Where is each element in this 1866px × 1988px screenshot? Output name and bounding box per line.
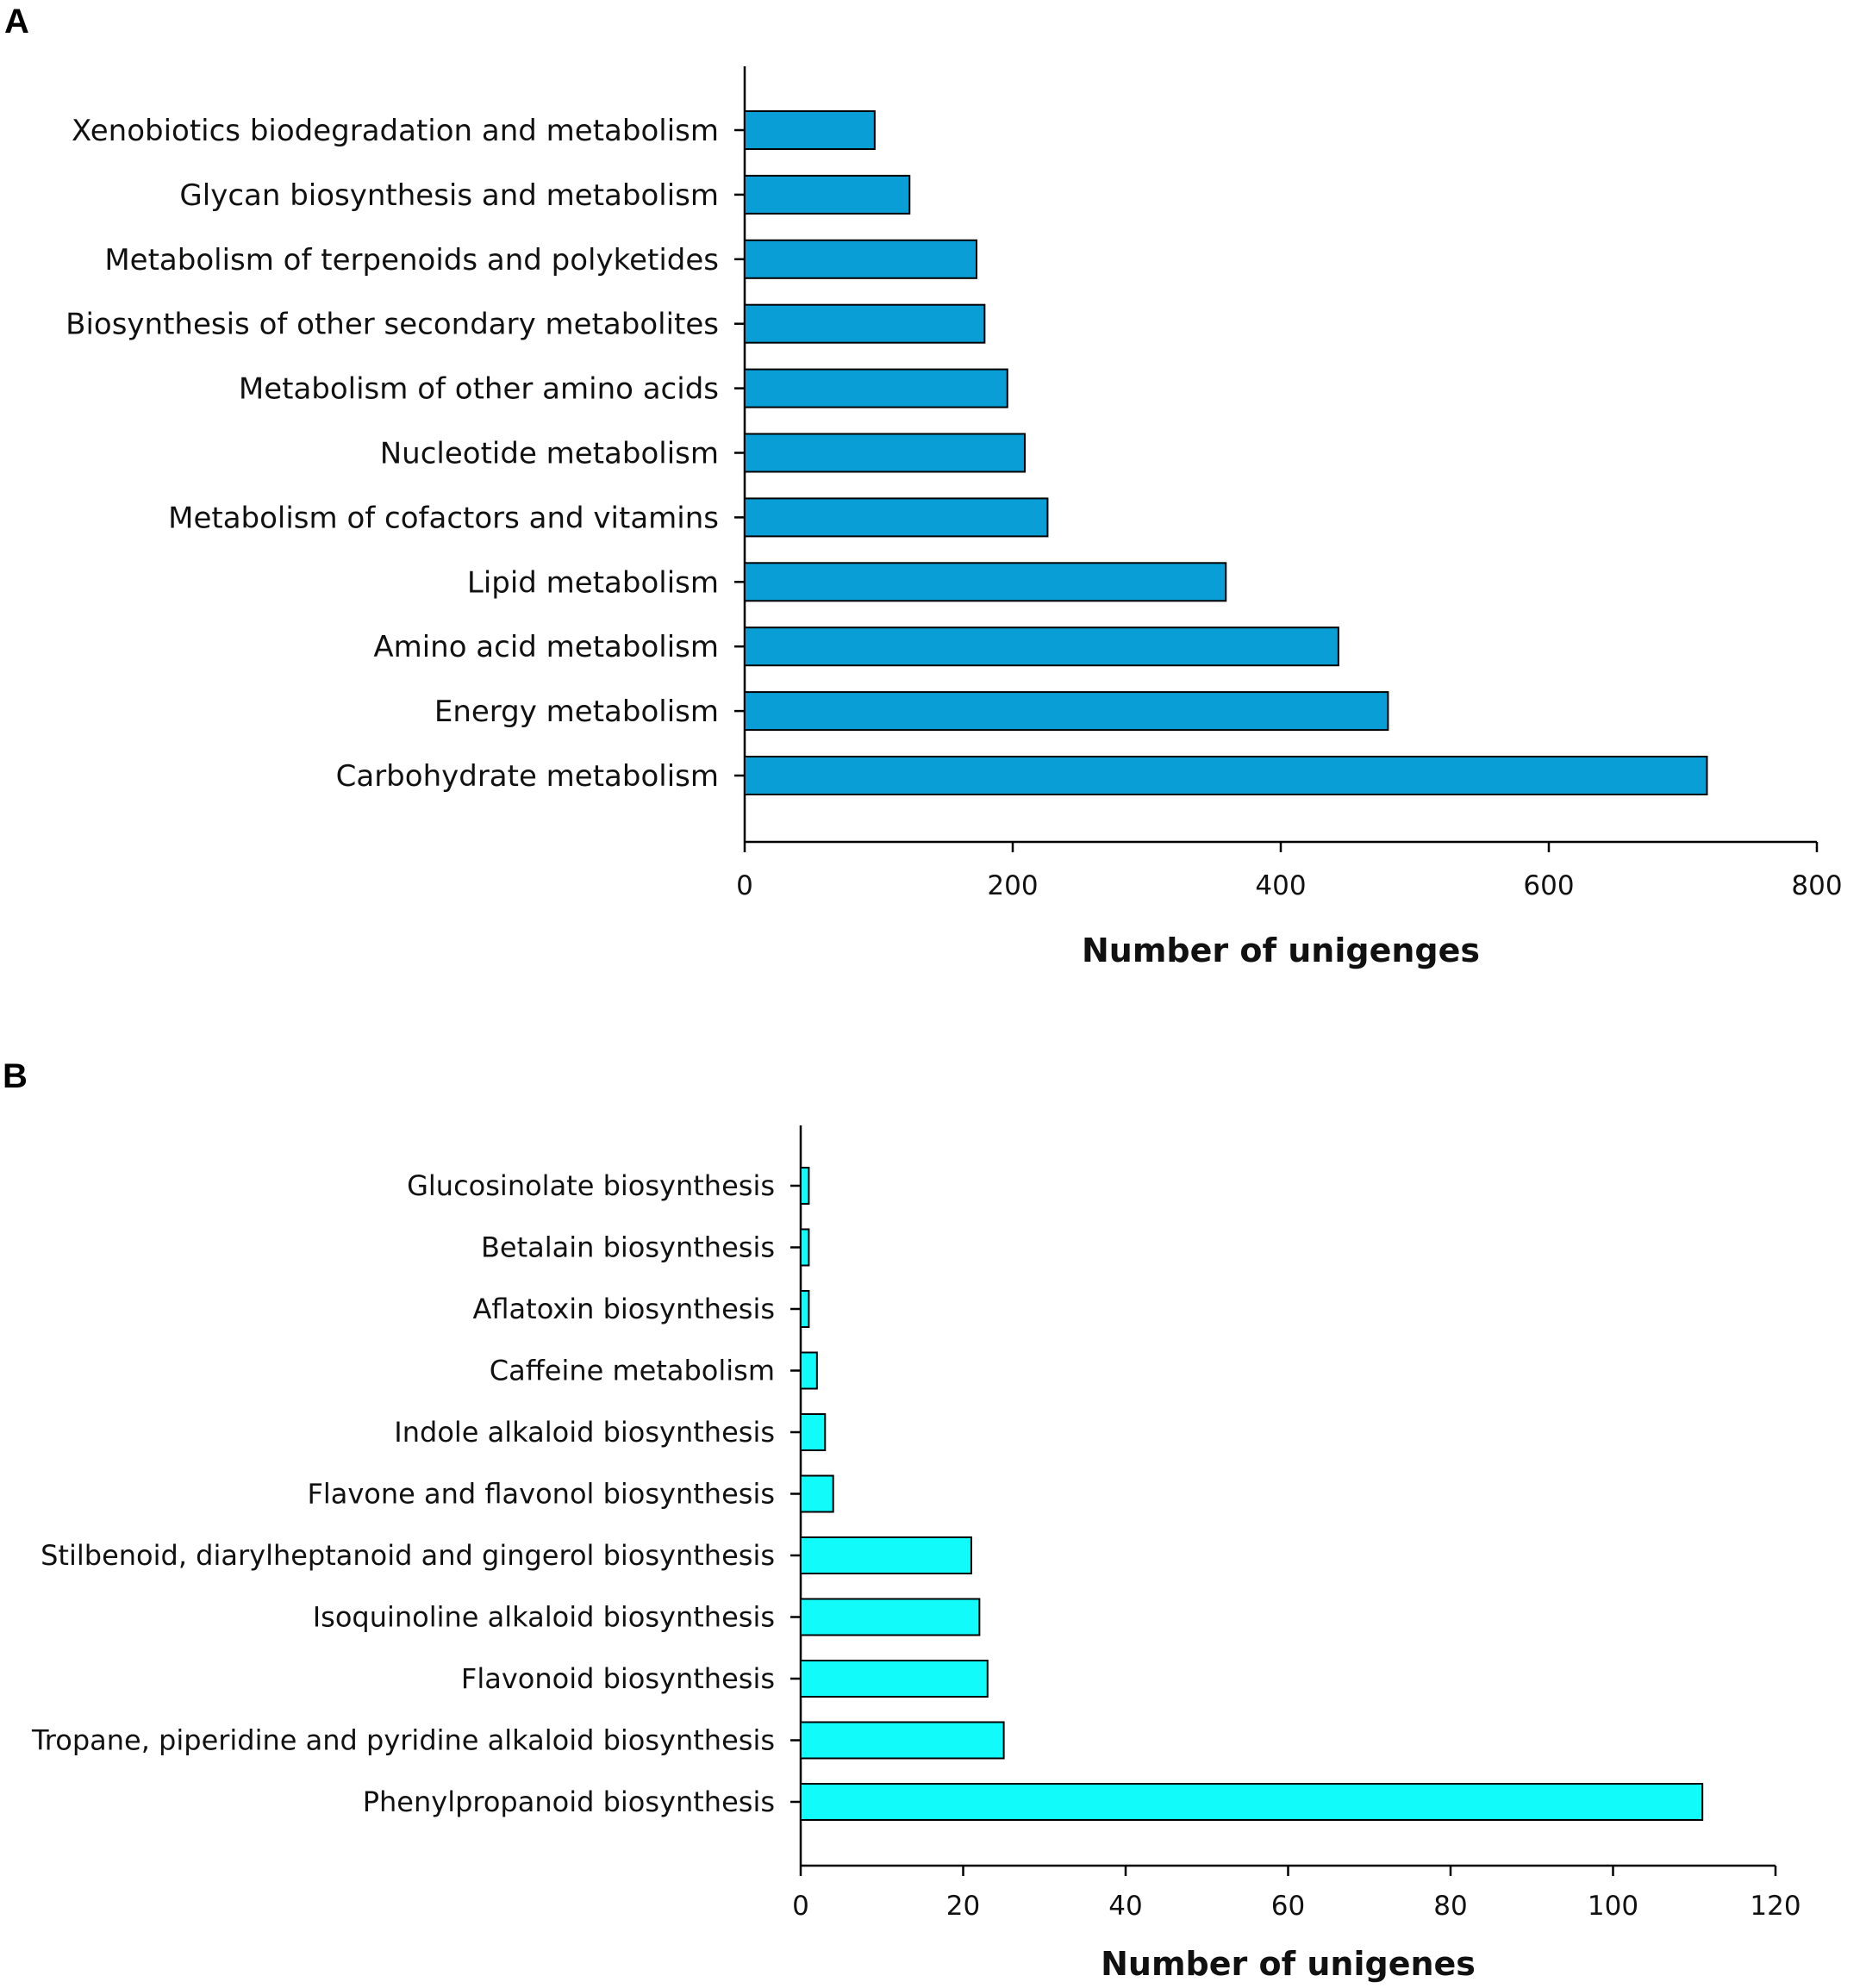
category-label: Carbohydrate metabolism — [336, 759, 719, 794]
bar — [800, 1351, 818, 1390]
bar — [744, 626, 1339, 667]
category-label: Betalain biosynthesis — [481, 1231, 775, 1264]
bar — [744, 691, 1389, 732]
x-tick-label: 200 — [987, 870, 1038, 901]
chart-b: 0 20 40 60 80 100 120 Glucosinolate biosynthesi… — [31, 1125, 1801, 1983]
bar — [744, 239, 978, 279]
bar — [800, 1228, 810, 1267]
x-tick-label: 20 — [946, 1891, 980, 1922]
chart-a: 0 200 400 600 800 Xenobiotics biodegradation … — [66, 66, 1843, 969]
category-label: Metabolism of cofactors and vitamins — [168, 501, 719, 535]
bar — [800, 1721, 1005, 1760]
category-label: Lipid metabolism — [467, 565, 719, 600]
x-axis-title: Number of unigenges — [1082, 932, 1480, 969]
category-label: Flavone and flavonol biosynthesis — [307, 1478, 775, 1511]
x-tick-label: 40 — [1108, 1891, 1142, 1922]
bar — [744, 756, 1708, 795]
category-label: Metabolism of terpenoids and polyketides — [104, 243, 719, 277]
category-label: Isoquinoline alkaloid biosynthesis — [313, 1601, 775, 1634]
category-label: Xenobiotics biodegradation and metabolis… — [72, 114, 719, 148]
x-tick-label: 100 — [1588, 1891, 1638, 1922]
category-label: Amino acid metabolism — [373, 630, 719, 664]
category-label: Aflatoxin biosynthesis — [473, 1293, 776, 1325]
bar — [744, 497, 1049, 538]
category-label: Phenylpropanoid biosynthesis — [363, 1785, 775, 1818]
x-axis-title: Number of unigenes — [1101, 1945, 1476, 1983]
category-label: Flavonoid biosynthesis — [461, 1662, 775, 1695]
x-tick-label: 60 — [1271, 1891, 1305, 1922]
x-tick-label: 800 — [1791, 870, 1842, 901]
bar — [800, 1413, 827, 1451]
category-label: Metabolism of other amino acids — [239, 372, 719, 407]
bar — [744, 368, 1008, 408]
bar — [744, 174, 911, 215]
bar — [800, 1167, 810, 1205]
category-label: Biosynthesis of other secondary metaboli… — [66, 308, 719, 342]
category-label: Glucosinolate biosynthesis — [407, 1169, 775, 1202]
panel-a-letter: A — [4, 3, 29, 41]
panel-b-letter: B — [3, 1057, 28, 1095]
category-label: Caffeine metabolism — [490, 1355, 775, 1387]
bar — [744, 110, 876, 150]
bar — [800, 1474, 834, 1513]
bar — [800, 1290, 810, 1328]
x-tick-label: 600 — [1523, 870, 1574, 901]
x-tick-label: 0 — [736, 870, 753, 901]
category-label: Stilbenoid, diarylheptanoid and gingerol… — [41, 1539, 775, 1572]
x-tick-label: 400 — [1255, 870, 1306, 901]
bar — [744, 303, 986, 344]
category-label: Tropane, piperidine and pyridine alkaloi… — [31, 1724, 775, 1757]
bar — [800, 1536, 972, 1574]
category-label: Nucleotide metabolism — [380, 437, 719, 471]
category-label: Energy metabolism — [434, 695, 719, 729]
x-tick-label: 80 — [1433, 1891, 1467, 1922]
bar — [744, 562, 1227, 602]
bar — [744, 433, 1026, 473]
x-tick-label: 120 — [1750, 1891, 1800, 1922]
category-label: Glycan biosynthesis and metabolism — [179, 178, 719, 213]
bar — [800, 1783, 1704, 1821]
category-label: Indole alkaloid biosynthesis — [394, 1416, 775, 1449]
bar — [800, 1660, 989, 1698]
bar — [800, 1598, 981, 1636]
x-tick-label: 0 — [792, 1891, 809, 1922]
